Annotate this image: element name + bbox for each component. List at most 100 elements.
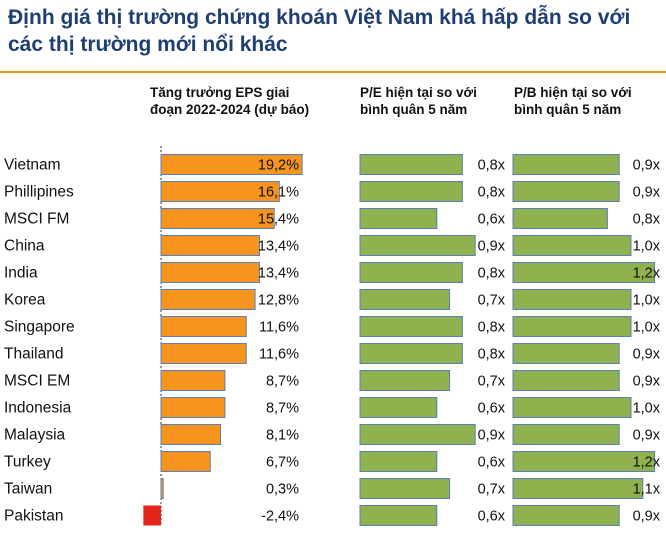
eps-bar (160, 181, 280, 202)
eps-value-label: 11,6% (259, 347, 299, 363)
country-label: Malaysia (4, 427, 66, 444)
country-label: Vietnam (4, 157, 61, 174)
pe-panel-header: P/E hiện tại so với bình quân 5 năm (360, 85, 477, 117)
country-label: Singapore (4, 319, 75, 336)
pb-value-label: 1,2x (633, 455, 661, 471)
pb-panel-header: P/B hiện tại so với bình quân 5 năm (514, 85, 632, 117)
pe-bar (359, 181, 463, 202)
pe-bar (359, 154, 463, 175)
pb-bar (512, 289, 632, 310)
pe-value-label: 0,6x (478, 401, 506, 417)
eps-panel-header: Tăng trưởng EPS giai đoạn 2022-2024 (dự … (150, 85, 310, 117)
country-label: Taiwan (4, 481, 52, 498)
pe-bar (359, 316, 463, 337)
pe-bar (359, 262, 463, 283)
eps-value-label: 0,3% (266, 482, 299, 498)
pb-bar (512, 181, 620, 202)
pe-value-label: 0,9x (478, 239, 506, 255)
pe-bar (359, 289, 451, 310)
eps-value-label: 16,1% (258, 185, 299, 201)
pe-value-label: 0,6x (478, 509, 506, 525)
pe-value-label: 0,7x (478, 293, 506, 309)
pb-bar (512, 478, 644, 499)
eps-value-label: 15,4% (258, 212, 299, 228)
pb-value-label: 0,9x (633, 185, 661, 201)
country-label: Korea (4, 292, 46, 309)
eps-bar (160, 451, 211, 472)
country-label: China (4, 238, 45, 255)
country-label: Phillipines (4, 184, 74, 201)
pe-bar (359, 235, 476, 256)
pe-bar (359, 397, 438, 418)
eps-bar (160, 424, 222, 445)
country-label: Turkey (4, 454, 51, 471)
pb-bar (512, 424, 620, 445)
eps-bar (160, 289, 256, 310)
pb-value-label: 0,9x (633, 347, 661, 363)
pb-value-label: 1,2x (633, 266, 661, 282)
pe-value-label: 0,9x (478, 428, 506, 444)
eps-value-label: 8,1% (266, 428, 299, 444)
country-label: Pakistan (4, 508, 63, 525)
eps-bar (160, 262, 260, 283)
chart-title: Định giá thị trường chứng khoán Việt Nam… (8, 6, 631, 56)
country-label: India (4, 265, 38, 282)
title-divider (0, 71, 666, 73)
country-label: MSCI FM (4, 211, 69, 228)
pb-bar (512, 208, 608, 229)
pb-value-label: 1,0x (633, 239, 661, 255)
pb-bar (512, 235, 632, 256)
country-label: MSCI EM (4, 373, 70, 390)
eps-value-label: 11,6% (259, 320, 299, 336)
eps-bar (160, 397, 226, 418)
pb-value-label: 0,8x (633, 212, 661, 228)
eps-value-label: 8,7% (266, 401, 299, 417)
pe-value-label: 0,6x (478, 212, 506, 228)
pb-bar (512, 343, 620, 364)
pe-value-label: 0,8x (478, 266, 506, 282)
pe-bar (359, 370, 451, 391)
pb-bar (512, 370, 620, 391)
pb-value-label: 1,0x (633, 401, 661, 417)
pb-bar (512, 262, 656, 283)
eps-value-label: -2,4% (261, 509, 299, 525)
pb-value-label: 0,9x (633, 158, 661, 174)
pe-value-label: 0,6x (478, 455, 506, 471)
eps-bar (160, 343, 247, 364)
eps-value-label: 13,4% (258, 266, 299, 282)
pb-bar (512, 397, 632, 418)
pb-value-label: 1,1x (633, 482, 661, 498)
pe-value-label: 0,8x (478, 347, 506, 363)
pb-value-label: 0,9x (633, 428, 661, 444)
pe-value-label: 0,7x (478, 482, 506, 498)
pe-bar (359, 343, 463, 364)
eps-bar (160, 478, 164, 499)
pe-value-label: 0,8x (478, 320, 506, 336)
pb-bar (512, 451, 656, 472)
eps-value-label: 8,7% (266, 374, 299, 390)
pe-bar (359, 451, 438, 472)
pb-value-label: 0,9x (633, 509, 661, 525)
pe-value-label: 0,8x (478, 185, 506, 201)
eps-bar (160, 370, 226, 391)
pe-bar (359, 478, 451, 499)
eps-bar (160, 208, 275, 229)
pe-value-label: 0,8x (478, 158, 506, 174)
eps-bar (160, 316, 247, 337)
pb-bar (512, 316, 632, 337)
pb-value-label: 0,9x (633, 374, 661, 390)
pe-bar (359, 505, 438, 526)
eps-value-label: 19,2% (258, 158, 299, 174)
pb-bar (512, 505, 620, 526)
eps-value-label: 12,8% (258, 293, 299, 309)
country-label: Indonesia (4, 400, 72, 417)
pb-value-label: 1,0x (633, 320, 661, 336)
country-label: Thailand (4, 346, 63, 363)
pe-bar (359, 208, 438, 229)
pe-bar (359, 424, 476, 445)
eps-bar (143, 505, 161, 526)
eps-bar (160, 235, 260, 256)
pb-value-label: 1,0x (633, 293, 661, 309)
pe-value-label: 0,7x (478, 374, 506, 390)
